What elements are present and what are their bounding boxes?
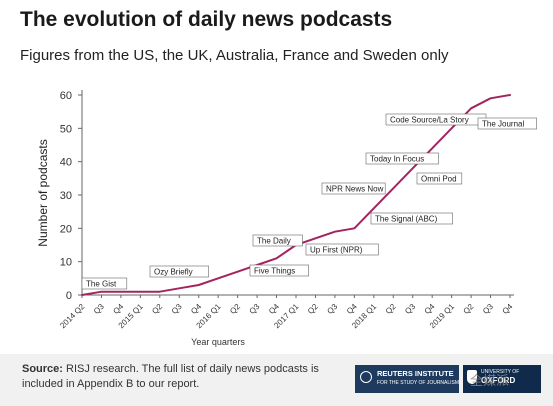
annotation-box	[321, 182, 386, 195]
oxford-logo-line1: UNIVERSITY OF	[481, 369, 520, 375]
watermark: 全媒派	[470, 373, 510, 388]
y-tick-label: 30	[60, 190, 72, 202]
annotation-label: Up First (NPR)	[310, 246, 363, 255]
oxford-logo: UNIVERSITY OF OXFORD	[463, 365, 541, 393]
x-tick-label: Q4	[267, 302, 281, 316]
chart-title: The evolution of daily news podcasts	[20, 8, 393, 31]
x-tick-label: Q4	[423, 302, 437, 316]
annotation-box	[252, 234, 303, 247]
annotation-box	[249, 264, 309, 277]
x-tick-label: Q2	[384, 302, 398, 316]
annotation-box	[305, 243, 379, 256]
annotation-label: NPR News Now	[326, 185, 384, 194]
y-tick-label: 0	[66, 290, 72, 302]
y-tick-label: 10	[60, 257, 72, 269]
annotation-box	[365, 152, 439, 165]
annotation-box	[477, 117, 537, 130]
x-tick-label: Q3	[403, 302, 417, 316]
source-note: Source: RISJ research. The full list of …	[22, 362, 342, 392]
source-text: RISJ research. The full list of daily ne…	[22, 363, 319, 390]
x-tick-label: Q4	[345, 302, 359, 316]
x-tick-label: Q3	[481, 302, 495, 316]
x-tick-label: Q2	[150, 302, 164, 316]
x-tick-label: Q2	[462, 302, 476, 316]
x-tick-label: Q4	[501, 302, 515, 316]
annotation-label: Today In Focus	[370, 155, 424, 164]
oxford-logo-line2: OXFORD	[481, 376, 516, 385]
crest-icon	[467, 370, 477, 384]
x-tick-label: Q3	[325, 302, 339, 316]
x-axis-label: Year quarters	[191, 337, 245, 347]
y-tick-label: 60	[60, 90, 72, 102]
annotation-label: The Signal (ABC)	[375, 215, 438, 224]
annotation-label: The Journal	[482, 120, 524, 129]
x-tick-label: Q4	[111, 302, 125, 316]
annotation-label: The Gist	[86, 280, 117, 289]
y-tick-label: 20	[60, 223, 72, 235]
annotation-label: Ozy Briefly	[154, 268, 193, 277]
source-label: Source:	[22, 363, 63, 375]
y-tick-label: 40	[60, 157, 72, 169]
reuters-logo-line1: REUTERS INSTITUTE	[377, 369, 454, 378]
x-tick-label: Q3	[92, 302, 106, 316]
reuters-institute-logo: REUTERS INSTITUTE FOR THE STUDY OF JOURN…	[355, 365, 459, 393]
annotation-box	[416, 172, 463, 185]
annotation-label: Code Source/La Story	[390, 116, 469, 125]
annotation-box	[81, 277, 128, 290]
reuters-logo-line2: FOR THE STUDY OF JOURNALISM	[377, 380, 460, 386]
annotation-box	[149, 265, 209, 278]
x-tick-label: Q2	[228, 302, 242, 316]
x-tick-label: Q4	[189, 302, 203, 316]
footer: Source: RISJ research. The full list of …	[0, 354, 553, 406]
annotation-label: Five Things	[254, 267, 295, 276]
globe-icon	[360, 371, 372, 383]
x-tick-label: Q2	[306, 302, 320, 316]
annotation-box	[370, 212, 453, 225]
y-tick-label: 50	[60, 123, 72, 135]
annotation-label: The Daily	[257, 237, 291, 246]
annotation-label: Omni Pod	[421, 175, 457, 184]
y-axis-label: Number of podcasts	[36, 139, 50, 246]
x-tick-label: 2014 Q2	[58, 302, 86, 330]
x-tick-label: Q3	[248, 302, 262, 316]
x-tick-label: Q3	[170, 302, 184, 316]
chart-subtitle: Figures from the US, the UK, Australia, …	[20, 47, 449, 64]
